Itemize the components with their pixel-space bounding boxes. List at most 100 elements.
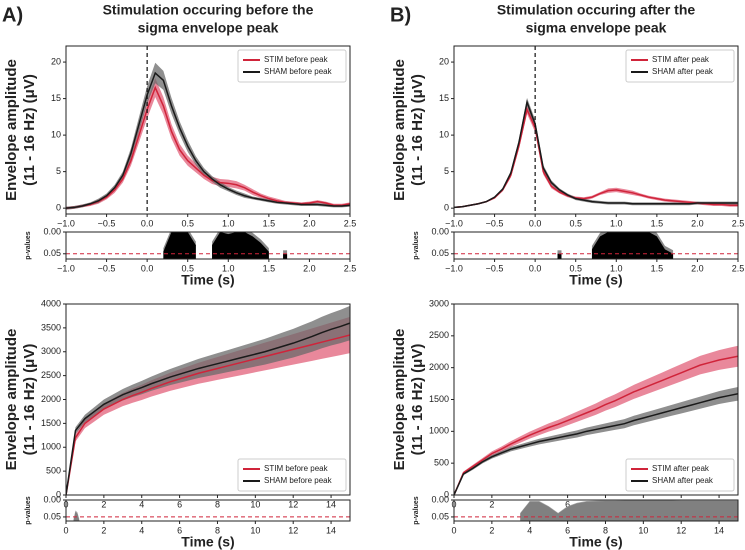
y-tick-label: 1500 [429, 394, 449, 404]
axes-frame [453, 231, 739, 260]
x-tick-label: 6 [177, 525, 182, 535]
legend-label: SHAM before peak [264, 67, 333, 76]
y-tick-label: 0.05 [43, 248, 61, 258]
p-value-area [557, 253, 562, 259]
x-tick-label: −0.5 [486, 218, 504, 228]
error-band [454, 97, 738, 209]
series-line [66, 334, 350, 495]
legend-label: STIM after peak [652, 464, 710, 473]
y-axis-label: Envelope amplitude [391, 59, 408, 201]
plot-area [66, 62, 350, 210]
y-tick-label: 0.05 [431, 511, 449, 521]
chart-title: sigma envelope peak [138, 20, 279, 36]
y-tick-label: 5 [56, 166, 61, 176]
x-tick-label: 0.0 [529, 263, 542, 273]
x-tick-label: 0.0 [141, 263, 154, 273]
x-tick-label: 2 [489, 525, 494, 535]
y-tick-label: 1000 [429, 426, 449, 436]
axes-frame [65, 45, 351, 215]
error-band [66, 62, 350, 210]
x-axis-label: Time (s) [181, 534, 234, 550]
plot-area [520, 500, 738, 521]
p-value-area [163, 232, 196, 259]
axes-frame [65, 231, 351, 260]
x-tick-label: 0 [451, 525, 456, 535]
x-axis-label: Time (s) [181, 272, 234, 288]
y-tick-label: 0.05 [43, 511, 61, 521]
p-value-area [520, 500, 738, 521]
x-tick-label: 1.5 [651, 218, 664, 228]
x-tick-label: 1.5 [263, 218, 276, 228]
x-tick-label: 12 [288, 525, 298, 535]
y-tick-label: 0 [444, 489, 449, 499]
plot-area [73, 510, 80, 521]
x-tick-label: 2 [489, 499, 494, 509]
y-axis-label: p-values [25, 231, 32, 260]
x-tick-label: 6 [177, 499, 182, 509]
y-tick-label: 0.05 [431, 248, 449, 258]
x-tick-label: 2.0 [303, 218, 316, 228]
y-tick-label: 20 [439, 56, 449, 66]
y-tick-label: 4000 [41, 298, 61, 308]
x-tick-label: 10 [250, 499, 260, 509]
series-line [66, 71, 350, 209]
x-tick-label: −0.5 [98, 218, 116, 228]
x-tick-label: 0 [63, 525, 68, 535]
x-tick-label: 0.0 [529, 218, 542, 228]
error-band [454, 386, 738, 495]
x-tick-label: 14 [326, 525, 336, 535]
x-tick-label: 2.5 [344, 263, 357, 273]
x-tick-label: 12 [676, 525, 686, 535]
x-tick-label: 8 [215, 525, 220, 535]
x-tick-label: 1.5 [263, 263, 276, 273]
legend-box [237, 458, 347, 492]
x-tick-label: 1.0 [610, 263, 623, 273]
x-tick-label: −1.0 [445, 263, 463, 273]
x-tick-label: 6 [565, 525, 570, 535]
y-tick-label: 5 [444, 166, 449, 176]
x-tick-label: 1.5 [651, 263, 664, 273]
x-tick-label: 0.5 [181, 263, 194, 273]
legend-box [625, 458, 735, 492]
panel-label: B) [390, 4, 411, 26]
p-value-area [591, 232, 674, 259]
p-value-area [73, 511, 80, 521]
y-tick-label: 10 [439, 129, 449, 139]
p-value-area [212, 232, 269, 259]
x-tick-label: 0.5 [569, 263, 582, 273]
y-tick-label: 15 [439, 93, 449, 103]
legend-label: STIM before peak [264, 55, 329, 64]
y-axis-label: Envelope amplitude [3, 329, 20, 471]
y-axis-label: (11 - 16 Hz) (μV) [409, 74, 426, 186]
x-tick-label: 2.5 [344, 218, 357, 228]
chart-title: Stimulation occuring before the [103, 2, 314, 18]
y-tick-label: 0.00 [431, 226, 449, 236]
error-band [66, 316, 350, 495]
y-tick-label: 0.00 [431, 494, 449, 504]
y-tick-label: 500 [46, 466, 61, 476]
x-axis-label: Time (s) [569, 272, 622, 288]
x-tick-label: 12 [288, 499, 298, 509]
series-line [454, 107, 738, 209]
series-line [454, 393, 738, 495]
y-tick-label: 2500 [429, 330, 449, 340]
series-line [66, 322, 350, 495]
axes-frame [65, 303, 351, 496]
x-axis-label: Time (s) [569, 534, 622, 550]
plot-area [66, 305, 350, 495]
series-line [66, 85, 350, 209]
x-tick-label: 8 [215, 499, 220, 509]
y-tick-label: 0.00 [43, 226, 61, 236]
y-tick-label: 0 [56, 489, 61, 499]
x-tick-label: 4 [139, 525, 144, 535]
error-band [454, 345, 738, 495]
axes-frame [453, 45, 739, 215]
x-tick-label: 1.0 [610, 218, 623, 228]
legend-label: SHAM after peak [652, 476, 714, 485]
error-band [454, 105, 738, 209]
chart-title: Stimulation occuring after the [497, 2, 696, 18]
y-tick-label: 1500 [41, 418, 61, 428]
x-tick-label: 2.5 [732, 218, 745, 228]
series-line [454, 355, 738, 495]
